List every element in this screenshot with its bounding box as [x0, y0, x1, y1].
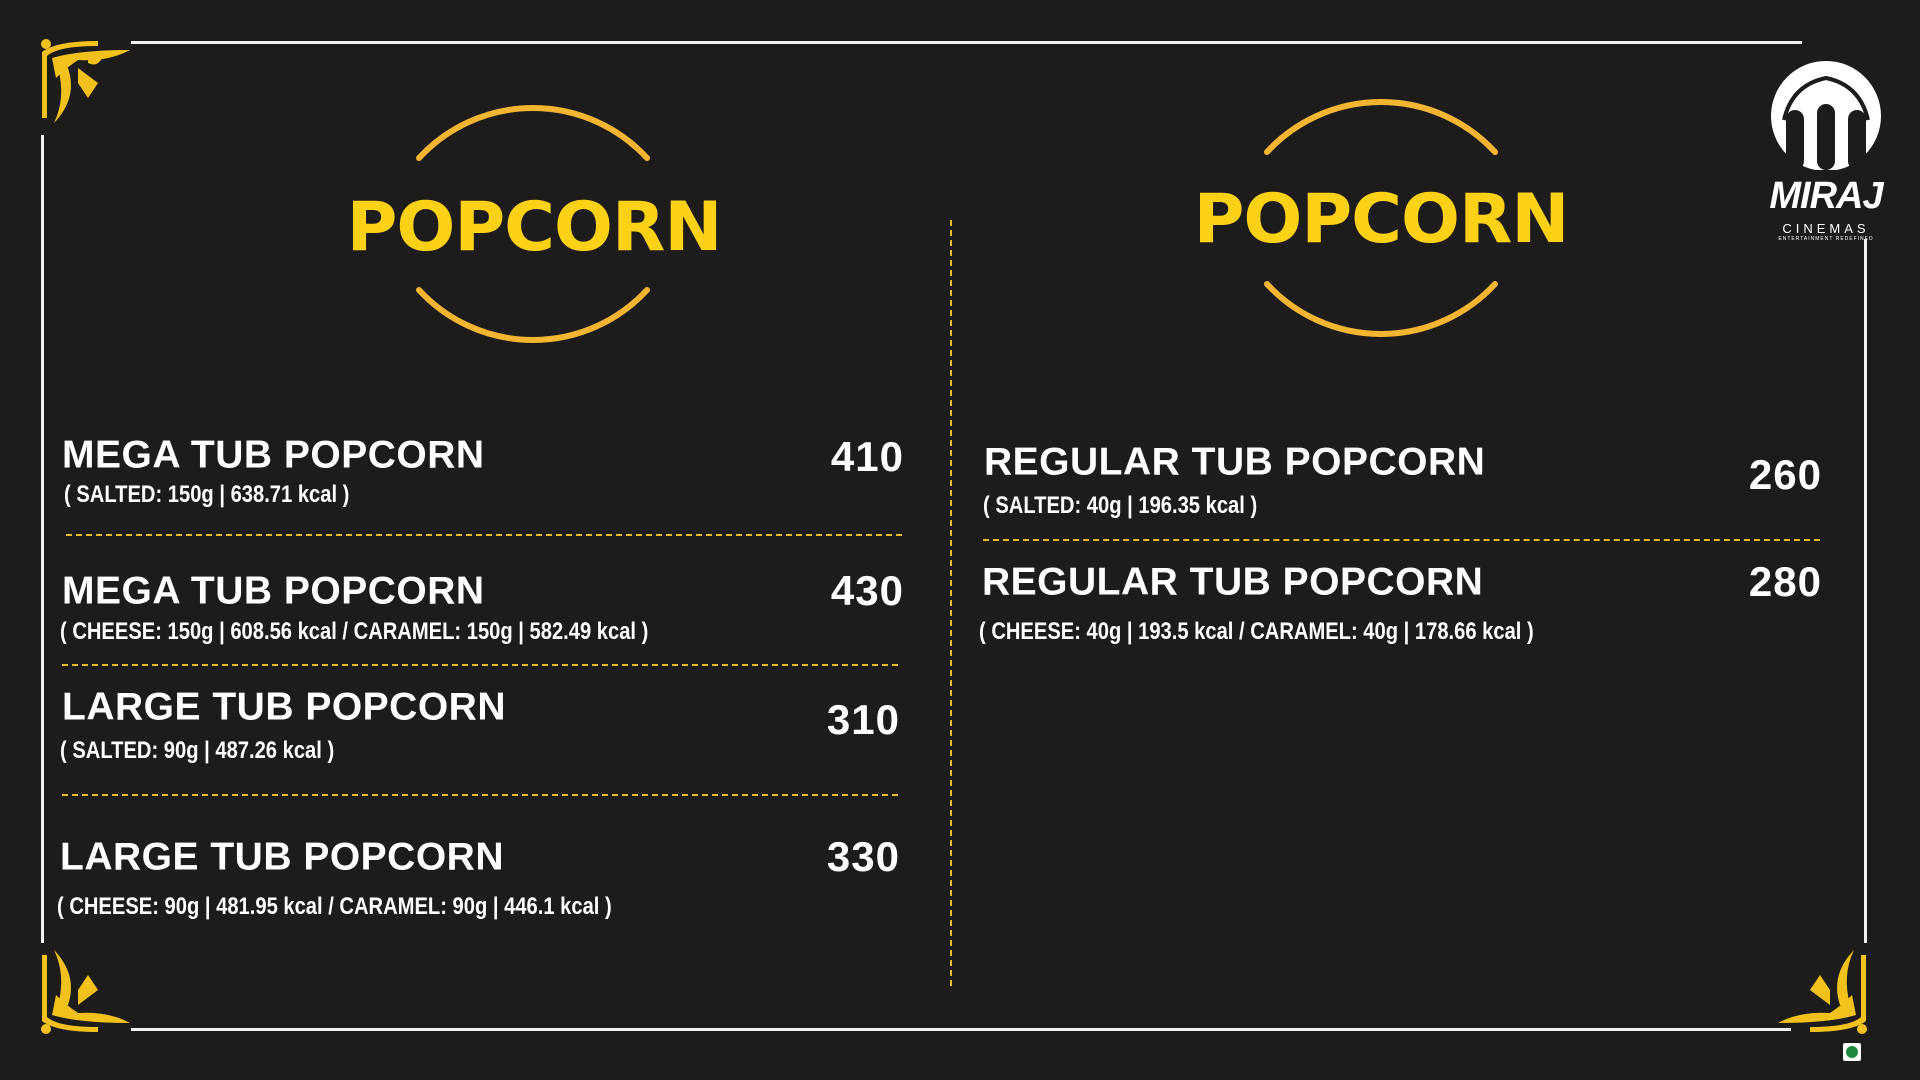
corner-ornament-icon [41, 39, 130, 123]
logo-tagline: ENTERTAINMENT REDEFINED [1778, 236, 1874, 242]
logo-subtitle: CINEMAS [1782, 221, 1870, 236]
frame-left [41, 135, 44, 943]
miraj-logo: MIRAJ CINEMAS ENTERTAINMENT REDEFINED [1764, 60, 1888, 242]
right-heading: POPCORN [1193, 180, 1570, 259]
item-price: 260 [1748, 451, 1822, 498]
logo-brand-name: MIRAJ [1769, 175, 1883, 217]
heading-ring-left [416, 105, 650, 343]
item-details: ( CHEESE: 150g | 608.56 kcal / CARAMEL: … [60, 618, 649, 645]
item-name: LARGE TUB POPCORN [62, 685, 507, 729]
item-details: ( CHEESE: 90g | 481.95 kcal / CARAMEL: 9… [57, 893, 612, 920]
item-separator [66, 534, 902, 536]
frame-top [131, 41, 1802, 44]
item-price: 410 [830, 433, 904, 480]
item-details: ( SALTED: 40g | 196.35 kcal ) [983, 492, 1258, 519]
veg-mark-icon [1843, 1043, 1861, 1061]
item-name: REGULAR TUB POPCORN [982, 560, 1484, 604]
heading-ring-right [1264, 99, 1498, 337]
corner-ornament-icon [1778, 950, 1867, 1034]
item-details: ( SALTED: 90g | 487.26 kcal ) [60, 737, 335, 764]
corner-ornament-icon [41, 950, 130, 1034]
item-name: MEGA TUB POPCORN [62, 433, 485, 477]
item-price: 310 [826, 696, 900, 743]
item-price: 430 [830, 567, 904, 614]
center-divider [950, 220, 952, 986]
item-name: MEGA TUB POPCORN [62, 569, 485, 613]
frame-right [1864, 239, 1867, 943]
item-name: LARGE TUB POPCORN [60, 835, 505, 879]
item-price: 330 [826, 833, 900, 880]
frame-bottom [131, 1028, 1791, 1031]
item-separator [62, 664, 898, 666]
item-details: ( CHEESE: 40g | 193.5 kcal / CARAMEL: 40… [979, 618, 1534, 645]
item-name: REGULAR TUB POPCORN [984, 440, 1486, 484]
item-separator [62, 794, 898, 796]
item-separator [983, 539, 1820, 541]
item-price: 280 [1748, 558, 1822, 605]
item-details: ( SALTED: 150g | 638.71 kcal ) [64, 481, 350, 508]
left-heading: POPCORN [346, 188, 723, 267]
logo-emblem-icon [1771, 61, 1881, 171]
